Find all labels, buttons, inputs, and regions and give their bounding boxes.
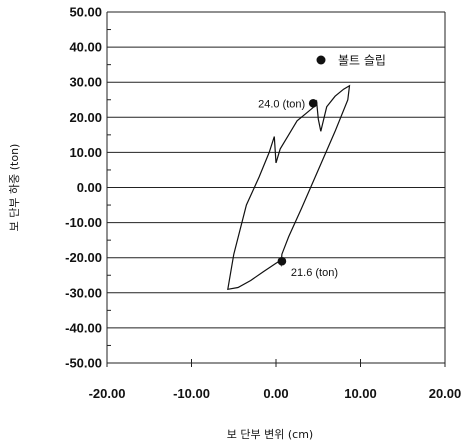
y-tick-label: 50.00 <box>69 5 102 20</box>
y-tick-label: -10.00 <box>65 215 102 230</box>
x-tick-label: 0.00 <box>263 386 288 401</box>
y-tick-label: -30.00 <box>65 285 102 300</box>
annotation-label: 24.0 (ton) <box>258 98 305 110</box>
legend-label: 볼트 슬립 <box>338 54 386 68</box>
x-tick-labels: -20.00 -10.00 0.00 10.00 20.00 <box>89 386 462 401</box>
y-tick-label: -20.00 <box>65 250 102 265</box>
grid-lines <box>106 11 446 367</box>
legend-marker <box>316 55 326 65</box>
y-tick-label: 0.00 <box>77 180 102 195</box>
y-tick-label: -40.00 <box>65 320 102 335</box>
y-tick-label: 20.00 <box>69 110 102 125</box>
annotations: 24.0 (ton) 21.6 (ton) <box>258 98 338 279</box>
slip-point-marker <box>277 256 287 266</box>
annotation-label: 21.6 (ton) <box>291 267 338 279</box>
x-axis-title: 보 단부 변위 (cm) <box>227 428 313 441</box>
x-tick-label: 10.00 <box>344 386 377 401</box>
x-tick-label: 20.00 <box>429 386 462 401</box>
y-tick-label: 40.00 <box>69 40 102 55</box>
x-tick-label: -10.00 <box>173 386 210 401</box>
y-tick-label: 10.00 <box>69 145 102 160</box>
y-tick-labels: 50.00 40.00 30.00 20.00 10.00 0.00 -10.00 -20.0… <box>65 5 102 371</box>
slip-point-marker <box>308 98 318 108</box>
y-tick-label: -50.00 <box>65 356 102 371</box>
y-axis-title: 보 단부 하중 (ton) <box>7 144 21 232</box>
x-tick-label: -20.00 <box>89 386 126 401</box>
y-tick-label: 30.00 <box>69 75 102 90</box>
